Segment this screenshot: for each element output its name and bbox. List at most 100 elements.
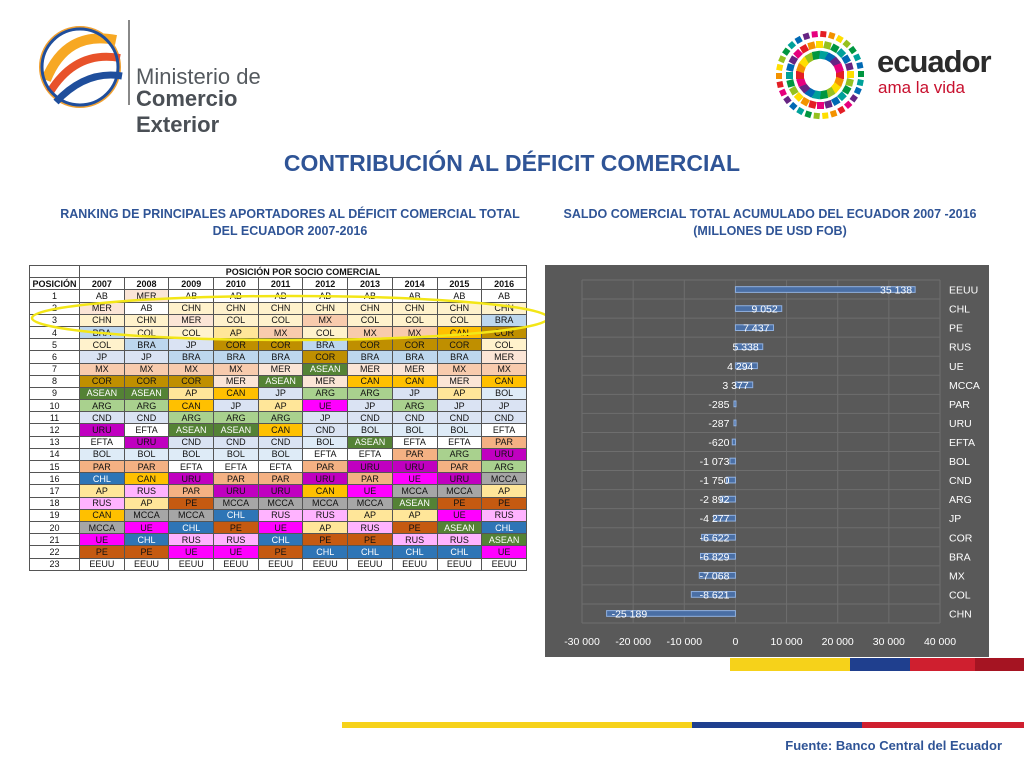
data-label: 9 052 [751,304,777,316]
partner-cell: BRA [436,350,483,364]
partner-cell: ASEAN [168,423,215,437]
partner-cell: BOL [481,386,527,401]
sun-tile [849,94,858,103]
bar [729,457,736,465]
logo-divider [128,20,130,105]
partner-cell: JP [391,386,438,401]
partner-cell: PAR [481,435,527,449]
sun-tile [842,39,851,49]
source-note: Fuente: Banco Central del Ecuador [785,738,1002,753]
partner-cell: COR [79,374,125,388]
position-cell: 13 [29,435,80,449]
table-row: 16 CHL CAN URU PAR PAR URU PAR UE URU MCCA [29,472,527,486]
partner-cell: PE [436,496,483,510]
partner-cell: ARG [79,399,125,413]
table-corner [29,264,80,278]
partner-cell: MER [347,362,393,376]
partner-cell: COR [168,374,215,388]
category-label: MX [949,570,965,582]
category-label: ARG [949,494,972,506]
bar [720,495,736,503]
partner-cell: EEUU [79,557,125,571]
partner-cell: URU [213,484,259,498]
partner-cell: CHN [347,301,393,315]
chart-subtitle: SALDO COMERCIAL TOTAL ACUMULADO DEL ECUA… [563,207,977,238]
partner-cell: JP [79,350,125,364]
sun-tile [813,112,821,120]
table-row: 11 CND CND ARG ARG ARG JP CND CND CND CND [29,411,527,425]
sun-tile [821,112,829,119]
partner-cell: ARG [168,411,215,425]
sun-tile [776,80,784,89]
partner-cell: PAR [391,447,438,462]
ministerio-line2: Comercio Exterior [136,86,238,137]
partner-cell: COL [481,338,527,352]
partner-cell: COR [302,350,349,364]
position-cell: 20 [29,520,80,535]
category-label: PAR [949,399,970,411]
sun-tile [853,86,862,95]
partner-cell: BOL [213,447,259,462]
sun-tile [841,54,851,65]
partner-cell: EFTA [79,435,125,449]
partner-cell: MCCA [123,508,170,522]
ministerio-line1: Ministerio de [136,64,261,89]
partner-cell: CND [168,435,215,449]
bar [734,305,783,312]
partner-cell: EFTA [168,459,215,474]
partner-cell: RUS [481,508,527,522]
bar [700,552,736,560]
partner-cell: MCCA [302,496,349,510]
partner-cell: PE [213,520,259,535]
partner-cell: CHL [481,520,527,535]
x-tick-label: 30 000 [873,636,905,648]
bar [606,610,736,617]
position-cell: 19 [29,508,80,522]
bar [690,591,736,598]
stripe-red [910,658,975,671]
sun-tile [776,63,784,72]
data-label: -620 [708,437,729,449]
category-label: BOL [949,456,970,468]
partner-cell: CND [79,411,125,425]
sun-tile [800,96,810,107]
partner-cell: ARG [213,411,259,425]
sun-tile [847,71,854,78]
table-row: 20 MCCA UE CHL PE UE AP RUS PE ASEAN CHL [29,520,527,535]
partner-cell: CHL [302,545,349,559]
sun-tile [788,55,799,65]
category-label: COR [949,532,973,544]
partner-cell: EFTA [257,459,304,474]
partner-cell: ARG [391,399,438,413]
partner-cell: PE [347,533,393,547]
partner-cell: MX [79,362,125,376]
position-cell: 10 [29,399,80,413]
position-cell: 8 [29,374,80,388]
position-cell: 6 [29,350,80,364]
partner-cell: EEUU [347,557,393,571]
sun-tile [836,48,847,59]
partner-cell: UE [436,508,483,522]
data-label: -7 068 [700,570,730,582]
table-row: 10 ARG ARG CAN JP AP UE JP ARG JP JP [29,399,527,413]
partner-cell: CHL [436,545,483,559]
stripe-darkred [975,658,1024,671]
partner-cell: CAN [391,374,438,388]
data-label: -6 622 [700,532,730,544]
partner-cell: COL [436,313,483,327]
sun-tile [816,41,823,48]
sun-tile [853,53,862,62]
partner-cell: UE [257,520,304,535]
table-row: 6 JP JP BRA BRA BRA COR BRA BRA BRA MER [29,350,527,364]
partner-cell: ASEAN [79,386,125,401]
partner-cell: BRA [302,338,349,352]
partner-cell: MX [123,362,170,376]
category-label: PE [949,323,963,335]
table-row: 7 MX MX MX MX MER ASEAN MER MER MX MX [29,362,527,376]
partner-cell: MCCA [436,484,483,498]
bar [701,533,736,541]
partner-cell: PAR [79,459,125,474]
ministerio-emblem-icon [39,26,123,108]
partner-cell: CND [436,411,483,425]
partner-cell: BRA [168,350,215,364]
